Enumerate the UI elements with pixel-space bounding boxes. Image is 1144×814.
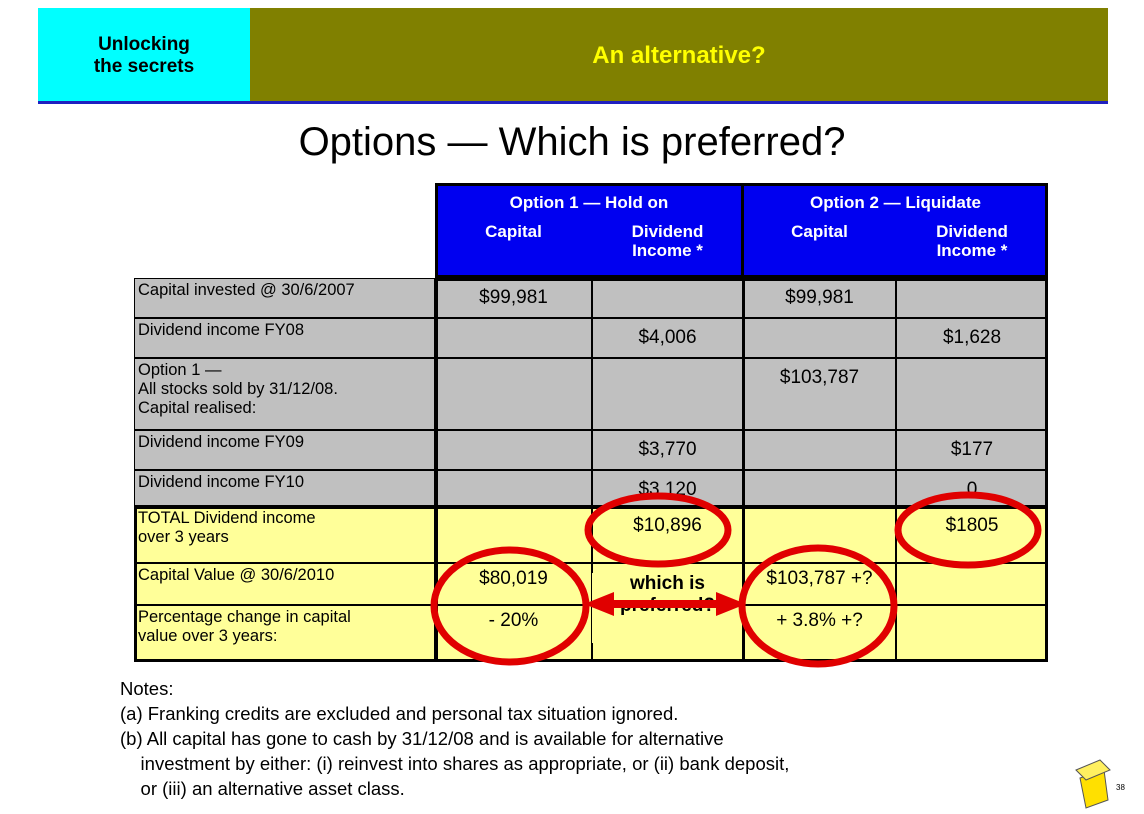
group-header: Option 1 — Hold on [509,193,669,212]
header-left: Unlocking the secrets [38,8,250,103]
row-label: TOTAL Dividend income over 3 years [134,506,435,563]
table-cell [435,318,592,358]
row-label: Capital invested @ 30/6/2007 [134,278,435,318]
table-cell [592,358,743,430]
column-header: Capital [791,222,848,241]
header-right: An alternative? [250,8,1108,103]
table-cell [743,506,896,563]
group-header: Option 2 — Liquidate [810,193,981,212]
row-label: Dividend income FY09 [134,430,435,470]
row-label: Dividend income FY10 [134,470,435,506]
table-cell: $4,006 [592,318,743,358]
page-number: 38 [1116,783,1125,792]
header-rule [38,101,1108,104]
table-cell: 0 [896,470,1048,506]
column-header: Capital [485,222,542,241]
group-divider [742,278,745,662]
table-cell [896,358,1048,430]
notes-heading: Notes: [120,678,174,699]
highlight-ellipse [584,492,732,568]
table-cell: $99,981 [435,278,592,318]
table-cell: $3,770 [592,430,743,470]
table-cell [743,430,896,470]
highlight-ellipse [738,544,898,668]
table-cell [896,278,1048,318]
table-cell [743,318,896,358]
table-outline [134,506,1048,662]
double-arrow [584,592,746,616]
row-label: Dividend income FY08 [134,318,435,358]
note: (b) All capital has gone to cash by 31/1… [120,728,790,799]
table-cell [435,470,592,506]
table-cell [896,605,1048,662]
note: (a) Franking credits are excluded and pe… [120,703,679,724]
column-header: Dividend Income * [936,222,1008,260]
table-cell: $1,628 [896,318,1048,358]
table-cell [435,358,592,430]
table-cell: $103,787 +? [743,563,896,605]
group-divider [741,183,744,278]
row-label: Option 1 — All stocks sold by 31/12/08. … [134,358,435,430]
table-cell: $177 [896,430,1048,470]
slide-title: Options — Which is preferred? [298,120,846,164]
icon [1075,759,1111,809]
row-label: Capital Value @ 30/6/2010 [134,563,435,605]
highlight-ellipse [894,491,1042,569]
table-cell [743,470,896,506]
column-header: Dividend Income * [631,222,704,260]
table-cell [435,430,592,470]
row-label: Percentage change in capital value over … [134,605,435,662]
highlight-ellipse [430,546,590,666]
